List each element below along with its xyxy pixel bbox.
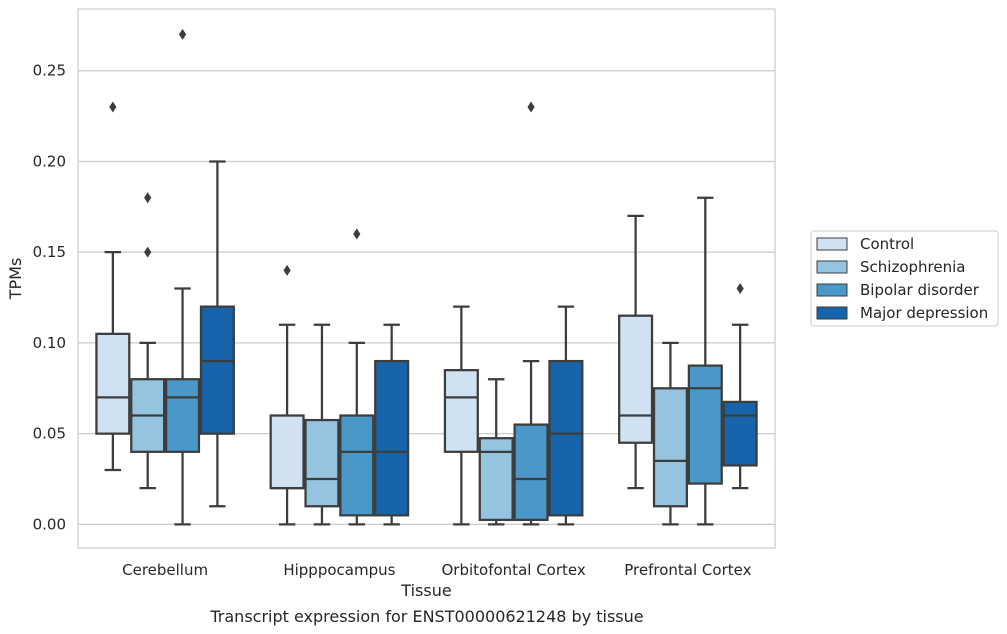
box-iqr — [374, 359, 410, 517]
box-iqr — [199, 305, 235, 435]
box-control — [618, 214, 654, 490]
box-schizophrenia — [304, 323, 340, 526]
y-axis-title: TPMs — [6, 258, 25, 301]
legend-label: Bipolar disorder — [860, 281, 980, 299]
y-tick-label: 0.00 — [33, 515, 66, 533]
box-major-depression — [199, 160, 235, 508]
box-bipolar-disorder — [165, 28, 201, 526]
box-bipolar-disorder — [513, 101, 549, 526]
box-major-depression — [722, 282, 758, 490]
box-major-depression — [374, 323, 410, 526]
legend-frame — [810, 230, 999, 327]
box-iqr — [95, 332, 131, 435]
y-tick-labels: 0.00 0.05 0.10 0.15 0.20 0.25 — [33, 62, 66, 534]
outlier-point — [178, 28, 187, 40]
box-plot-series — [95, 28, 758, 526]
box-bipolar-disorder — [339, 228, 375, 526]
box-schizophrenia — [130, 192, 166, 490]
box-iqr — [269, 414, 305, 490]
outlier-point — [283, 264, 291, 276]
legend-label: Major depression — [860, 304, 988, 322]
x-tick-label: Prefrontal Cortex — [624, 561, 751, 579]
chart-caption: Transcript expression for ENST0000062124… — [209, 607, 643, 626]
outlier-point — [736, 282, 744, 294]
box-iqr — [339, 414, 375, 517]
x-tick-label: Cerebellum — [122, 561, 208, 579]
outlier-point — [109, 101, 117, 113]
legend-swatch — [816, 283, 848, 297]
box-iqr — [548, 359, 584, 517]
box-major-depression — [548, 305, 584, 526]
box-iqr — [165, 378, 201, 453]
box-bipolar-disorder — [687, 196, 723, 526]
box-iqr — [722, 400, 758, 467]
box-control — [443, 305, 479, 526]
outlier-point — [353, 228, 361, 240]
y-tick-label: 0.20 — [33, 152, 66, 170]
x-tick-label: Orbitofontal Cortex — [442, 561, 586, 579]
outlier-point — [144, 246, 152, 258]
outlier-point — [527, 101, 535, 113]
box-iqr — [652, 387, 689, 508]
box-iqr — [513, 423, 549, 521]
y-tick-label: 0.15 — [33, 243, 66, 261]
y-tick-label: 0.05 — [33, 425, 66, 443]
box-iqr — [618, 314, 654, 444]
y-tick-label: 0.10 — [33, 334, 66, 352]
outlier-point — [144, 192, 152, 204]
box-schizophrenia — [652, 341, 689, 526]
x-axis-title: Tissue — [400, 581, 451, 600]
box-iqr — [304, 418, 340, 508]
legend: Control Schizophrenia Bipolar disorder Majo… — [810, 230, 999, 327]
x-tick-label: Hipppocampus — [283, 561, 395, 579]
box-control — [95, 101, 131, 472]
box-iqr — [478, 437, 514, 521]
box-iqr — [687, 364, 723, 485]
plot-frame — [77, 8, 776, 549]
legend-swatch — [816, 260, 848, 274]
legend-swatch — [816, 306, 848, 320]
legend-label: Control — [860, 235, 914, 253]
box-schizophrenia — [478, 378, 514, 526]
legend-swatch — [816, 237, 848, 251]
y-tick-label: 0.25 — [33, 62, 66, 80]
box-iqr — [443, 369, 479, 453]
box-control — [269, 264, 305, 526]
legend-label: Schizophrenia — [860, 258, 965, 276]
x-tick-labels: Cerebellum Hipppocampus Orbitofontal Corte… — [122, 561, 751, 579]
